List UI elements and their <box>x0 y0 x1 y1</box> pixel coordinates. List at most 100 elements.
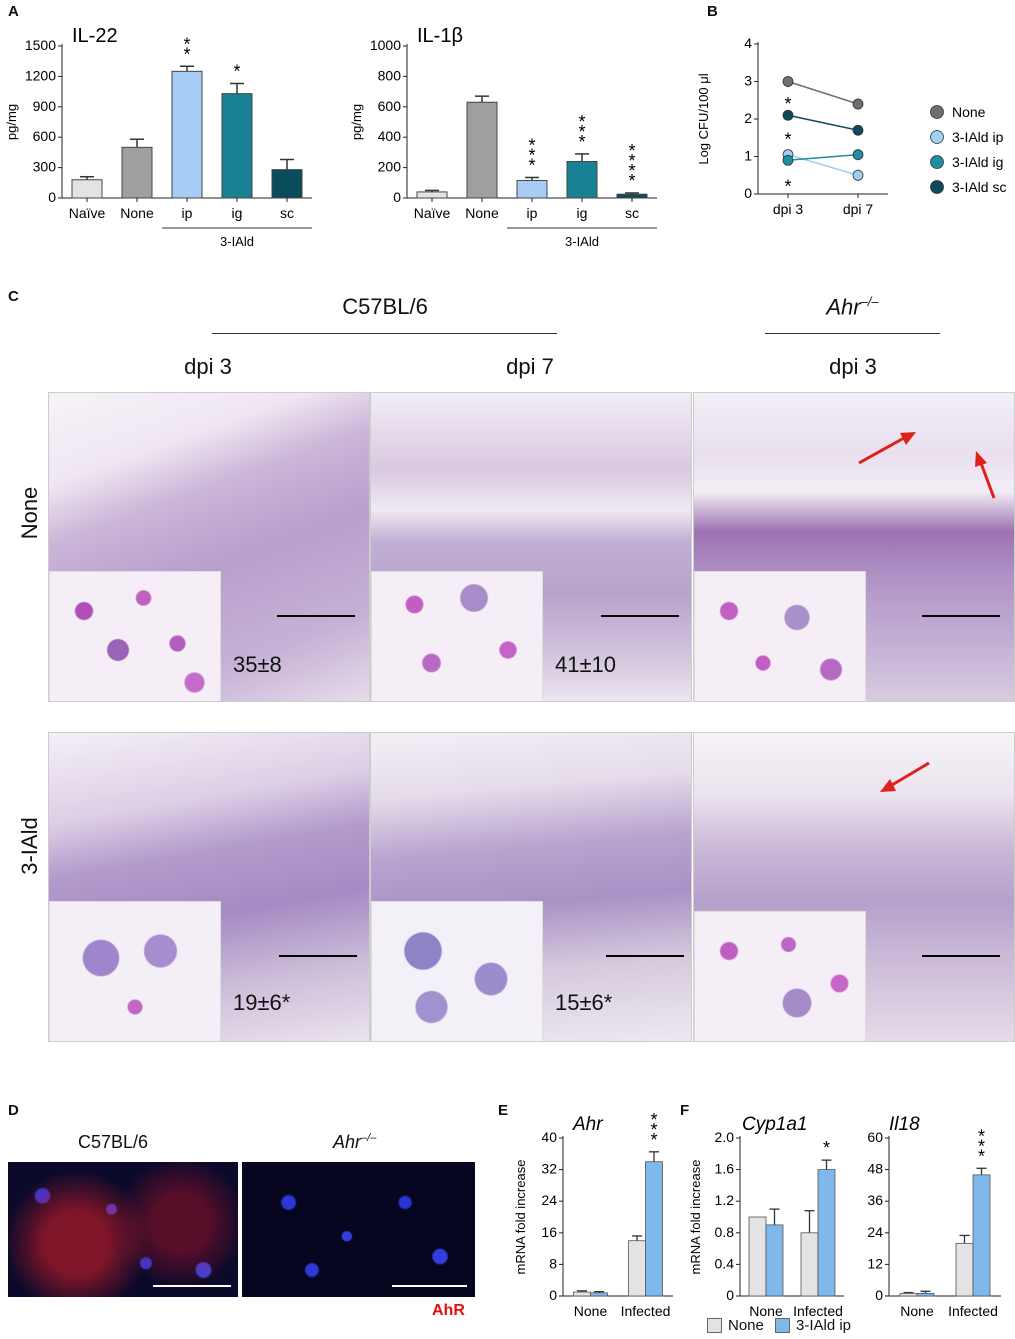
series-line <box>787 114 859 131</box>
bar <box>566 161 598 199</box>
scale-bar <box>922 955 1000 957</box>
panel-c-col-label-1: dpi 3 <box>184 354 232 379</box>
y-tick-label: 0 <box>48 189 56 205</box>
bar <box>748 1216 767 1297</box>
panel-d-label-wt: C57BL/6 <box>78 1132 149 1152</box>
significance-stars: * <box>578 132 585 152</box>
group-label: 3-IAld <box>220 234 254 249</box>
x-tick-label: ig <box>577 205 588 221</box>
y-tick-label: 48 <box>867 1161 883 1177</box>
cfu-line-chart: 0 1 2 3 4 Log CFU/100 μl dpi 3 dpi 7 None 3-IAld … <box>696 35 1006 217</box>
y-tick-label: 4 <box>744 35 752 51</box>
significance-stars: * <box>978 1136 985 1156</box>
legend-swatch-none <box>707 1318 722 1333</box>
series-line <box>787 153 859 176</box>
panel-c-ahr-rule <box>765 333 940 334</box>
bar <box>800 1232 819 1297</box>
panel-c-strain-wt: C57BL/6 <box>342 294 428 319</box>
panel-c-col-label-2: dpi 7 <box>506 354 554 379</box>
x-tick-label: Infected <box>793 1303 843 1319</box>
panel-c-col-label-3: dpi 3 <box>829 354 877 379</box>
y-tick-label: 16 <box>541 1224 557 1240</box>
x-tick-label: None <box>749 1303 783 1319</box>
bar <box>616 193 648 199</box>
data-point <box>852 98 864 110</box>
y-axis-label: pg/mg <box>349 104 364 140</box>
y-tick-label: 24 <box>541 1192 557 1208</box>
cyp1a1-mrna-chart: 0 0.4 0.8 1.2 1.6 2.0 mRNA fold increase Cyp1a1… <box>688 1114 844 1319</box>
histology-ahr-dpi3 <box>693 392 1015 702</box>
panel-letter-a: A <box>8 3 19 20</box>
panel-c-row-label-3iald: 3-IAld <box>17 817 42 875</box>
legend-3iald-ip: 3-IAld ip <box>775 1317 851 1334</box>
panel-letter-b: B <box>707 3 718 20</box>
bar <box>590 1292 608 1297</box>
y-tick-label: 200 <box>378 159 402 175</box>
y-tick-label: 0.8 <box>715 1224 735 1240</box>
legend-marker <box>930 155 944 169</box>
cytospin-inset-3iald-dpi3 <box>49 901 221 1041</box>
y-tick-label: 0.4 <box>715 1255 735 1271</box>
y-tick-label: 0 <box>393 189 401 205</box>
bar <box>899 1292 918 1297</box>
histology-none-dpi3 <box>48 392 370 702</box>
legend-marker <box>930 105 944 119</box>
fluorescence-ahr-ko <box>242 1162 475 1297</box>
panel-letter-e: E <box>498 1102 509 1119</box>
red-arrows <box>858 432 996 499</box>
legend-label: 3-IAld sc <box>952 179 1006 195</box>
y-tick-label: 8 <box>549 1255 557 1271</box>
bar <box>916 1292 935 1297</box>
x-tick-label: Naïve <box>414 205 451 221</box>
significance-stars: * <box>183 44 190 64</box>
scale-bar <box>277 615 355 617</box>
significance-stars: * <box>528 155 535 175</box>
il18-mrna-chart: 0 12 24 36 48 60 Il18 None *** Infected <box>867 1114 1001 1319</box>
y-tick-label: 24 <box>867 1224 883 1240</box>
x-tick-label: None <box>574 1303 608 1319</box>
scale-bar <box>922 615 1000 617</box>
bar <box>765 1224 784 1297</box>
x-tick-label: Infected <box>621 1303 671 1319</box>
scale-bar <box>601 615 679 617</box>
y-tick-label: 1.2 <box>715 1192 735 1208</box>
significance-stars: * <box>183 34 190 54</box>
panel-c-wt-rule <box>212 333 557 334</box>
bar <box>955 1242 974 1297</box>
histology-3iald-dpi3 <box>48 732 370 1042</box>
cell-count-none-dpi3: 35±8 <box>233 652 282 677</box>
histology-3iald-dpi7 <box>370 732 692 1042</box>
x-tick-label: None <box>120 205 154 221</box>
bar <box>416 191 448 199</box>
legend-marker <box>930 180 944 194</box>
red-arrow <box>880 761 930 792</box>
data-point <box>852 149 864 161</box>
ahr-stain-label: AhR <box>432 1302 465 1319</box>
bar <box>516 180 548 199</box>
cytospin-inset-3iald-dpi7 <box>371 901 543 1041</box>
legend-swatch-3iald-ip <box>775 1318 790 1333</box>
significance-stars: * <box>628 141 635 161</box>
series-line <box>787 153 859 161</box>
bar <box>645 1161 663 1297</box>
chart-title: Ahr <box>572 1114 603 1135</box>
chart-title: Cyp1a1 <box>742 1114 808 1135</box>
cell-count-3iald-dpi3: 19±6* <box>233 990 291 1015</box>
chart-title: IL-1β <box>417 25 463 47</box>
significance-star: * <box>784 94 791 114</box>
significance-stars: * <box>650 1130 657 1150</box>
x-tick-label: None <box>900 1303 934 1319</box>
bar <box>271 169 303 199</box>
significance-stars: * <box>650 1120 657 1140</box>
y-axis-label: pg/mg <box>4 104 19 140</box>
scale-bar <box>153 1285 231 1287</box>
y-tick-label: 0 <box>726 1287 734 1303</box>
data-point <box>852 169 864 181</box>
y-tick-label: 900 <box>33 98 57 114</box>
significance-star: * <box>784 177 791 197</box>
y-tick-label: 12 <box>867 1255 883 1271</box>
scale-bar <box>606 955 684 957</box>
y-tick-label: 0 <box>744 185 752 201</box>
y-tick-label: 1500 <box>25 37 56 53</box>
